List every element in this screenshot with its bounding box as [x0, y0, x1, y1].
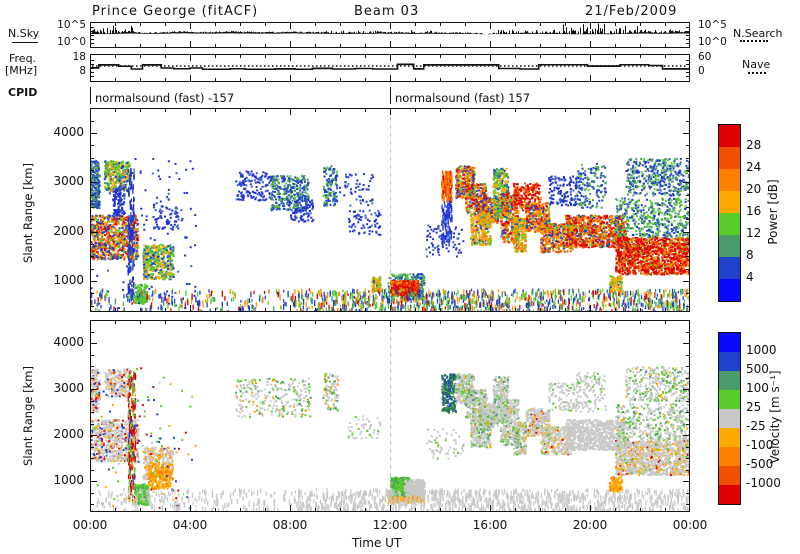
- cpid-axis-label: CPID: [8, 86, 38, 99]
- colorbar-segment: [719, 409, 740, 428]
- colorbar-segment: [719, 257, 740, 279]
- velocity-colorbar: [718, 332, 741, 505]
- colorbar-tick-label: 28: [746, 138, 762, 152]
- y-tick-label: 2000: [53, 427, 84, 442]
- y-tick-label: 10^5: [698, 19, 727, 31]
- y-tick-label: 8: [79, 65, 86, 77]
- y-tick-label: 3000: [53, 381, 84, 396]
- y-tick-label: 0: [698, 65, 705, 77]
- colorbar-segment: [719, 485, 740, 504]
- y-tick-label: 10^5: [57, 19, 86, 31]
- colorbar-tick-label: 25: [746, 400, 762, 414]
- x-tick-label: 12:00: [372, 518, 408, 532]
- x-tick-label: 04:00: [172, 518, 208, 532]
- power-colorbar-title: Power [dB]: [766, 179, 780, 245]
- colorbar-segment: [719, 125, 740, 147]
- nsky-legend-solid-line: [12, 42, 38, 43]
- nsearch-legend-label: N.Search: [733, 27, 783, 40]
- colorbar-segment: [719, 213, 740, 235]
- colorbar-tick-label: -100: [746, 438, 774, 452]
- freq-strip-canvas: [90, 54, 690, 82]
- colorbar-tick-label: 4: [746, 270, 754, 284]
- colorbar-segment: [719, 390, 740, 409]
- cpid-segment-tick: [90, 87, 91, 104]
- y-tick-label: 60: [698, 51, 712, 63]
- colorbar-segment: [719, 191, 740, 213]
- y-tick-label: 10^0: [57, 36, 86, 48]
- cpid-segment-tick: [390, 87, 391, 104]
- nave-legend-label: Nave: [742, 58, 771, 71]
- beam-label: Beam 03: [354, 4, 420, 19]
- velocity-panel-canvas: [90, 320, 690, 512]
- colorbar-segment: [719, 147, 740, 169]
- x-tick-label: 20:00: [572, 518, 608, 532]
- y-tick-label: 4000: [53, 335, 84, 350]
- colorbar-tick-label: -25: [746, 419, 766, 433]
- y-tick-label: 3000: [53, 174, 84, 189]
- y-tick-label: 2000: [53, 223, 84, 238]
- x-tick-label: 08:00: [272, 518, 308, 532]
- velocity-yaxis-title: Slant Range [km]: [21, 366, 35, 466]
- cpid-segment-label: normalsound (fast) 157: [395, 91, 531, 105]
- y-tick-label: 18: [72, 51, 86, 63]
- colorbar-tick-label: 500: [746, 362, 769, 376]
- colorbar-tick-label: 16: [746, 204, 762, 218]
- colorbar-tick-label: 12: [746, 226, 762, 240]
- y-tick-label: 4000: [53, 125, 84, 140]
- colorbar-tick-label: 1000: [746, 343, 777, 357]
- nsky-axis-label: N.Sky: [8, 27, 40, 40]
- colorbar-segment: [719, 235, 740, 257]
- colorbar-segment: [719, 279, 740, 301]
- y-tick-label: 1000: [53, 272, 84, 287]
- colorbar-segment: [719, 333, 740, 352]
- date-label: 21/Feb/2009: [585, 4, 678, 19]
- cpid-segment-label: normalsound (fast) -157: [95, 91, 235, 105]
- nsearch-legend-dotted-line: [740, 40, 768, 42]
- freq-axis-label-2: [MHz]: [5, 64, 38, 77]
- y-tick-label: 10^0: [698, 36, 727, 48]
- colorbar-segment: [719, 169, 740, 191]
- colorbar-segment: [719, 466, 740, 485]
- nsky-strip-canvas: [90, 22, 690, 48]
- x-tick-label: 16:00: [472, 518, 508, 532]
- x-tick-label: 00:00: [672, 518, 708, 532]
- colorbar-tick-label: -1000: [746, 476, 781, 490]
- power-colorbar: [718, 124, 741, 302]
- colorbar-segment: [719, 428, 740, 447]
- colorbar-segment: [719, 352, 740, 371]
- colorbar-tick-label: 20: [746, 182, 762, 196]
- power-yaxis-title: Slant Range [km]: [21, 163, 35, 263]
- colorbar-tick-label: 8: [746, 248, 754, 262]
- colorbar-tick-label: -500: [746, 457, 774, 471]
- y-tick-label: 1000: [53, 473, 84, 488]
- nave-legend-dotted-line: [748, 72, 766, 74]
- colorbar-tick-label: 100: [746, 381, 769, 395]
- page-title: Prince George (fitACF): [92, 4, 259, 19]
- colorbar-segment: [719, 447, 740, 466]
- colorbar-segment: [719, 371, 740, 390]
- x-axis-title: Time UT: [352, 536, 402, 550]
- colorbar-tick-label: 24: [746, 160, 762, 174]
- x-tick-label: 00:00: [72, 518, 108, 532]
- power-panel-canvas: [90, 108, 690, 312]
- velocity-colorbar-title: Velocity [m s⁻¹]: [768, 370, 782, 464]
- freq-axis-label-1: Freq.: [9, 52, 37, 65]
